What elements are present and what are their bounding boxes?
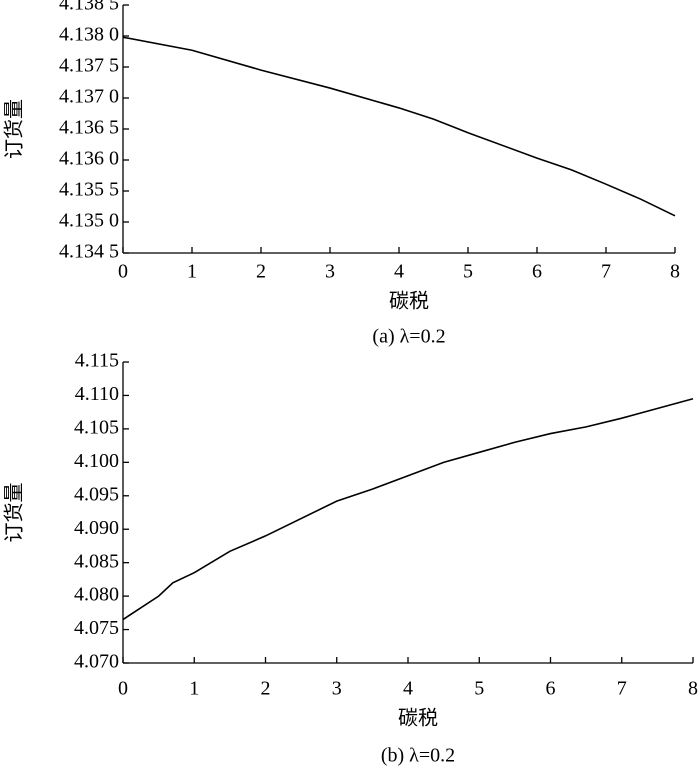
y-tick-label: 4.080 (74, 584, 119, 606)
y-tick-label: 4.085 (74, 550, 119, 572)
y-tick-label: 4.115 (75, 350, 119, 372)
x-tick-label: 3 (325, 261, 335, 283)
x-tick-label: 4 (403, 678, 413, 700)
y-tick-label: 4.138 0 (59, 24, 119, 46)
y-tick-label: 4.135 0 (59, 210, 119, 232)
data-line (122, 36, 676, 217)
x-axis-label: 碳税 (389, 290, 429, 313)
y-axis-label: 订货量 (3, 99, 26, 159)
caption: (b) λ=0.2 (381, 745, 455, 767)
x-tick-label: 4 (394, 261, 404, 283)
y-tick-label: 4.070 (74, 651, 119, 673)
x-tick-label: 0 (118, 678, 128, 700)
y-tick-label: 4.110 (75, 383, 119, 405)
y-tick-label: 4.136 0 (59, 148, 119, 170)
x-tick-label: 2 (261, 678, 271, 700)
x-tick-label: 7 (601, 261, 611, 283)
x-tick-label: 6 (532, 261, 542, 283)
y-tick-label: 4.075 (74, 617, 119, 639)
y-tick-label: 4.138 5 (59, 0, 119, 15)
x-tick-label: 8 (670, 261, 680, 283)
x-tick-label: 6 (546, 678, 556, 700)
x-tick-label: 0 (118, 261, 128, 283)
x-tick-label: 5 (463, 261, 473, 283)
x-tick-label: 7 (617, 678, 627, 700)
caption: (a) λ=0.2 (372, 326, 445, 348)
x-axis-label: 碳税 (398, 707, 438, 730)
y-tick-label: 4.100 (74, 450, 119, 472)
x-tick-label: 1 (187, 261, 197, 283)
y-tick-label: 4.137 5 (59, 55, 119, 77)
x-tick-label: 5 (474, 678, 484, 700)
y-tick-label: 4.136 5 (59, 117, 119, 139)
y-tick-label: 4.135 5 (59, 179, 119, 201)
y-tick-label: 4.134 5 (59, 241, 119, 263)
y-tick-label: 4.105 (74, 416, 119, 438)
x-tick-label: 8 (688, 678, 698, 700)
x-tick-label: 2 (256, 261, 266, 283)
x-tick-label: 3 (332, 678, 342, 700)
y-axis-label: 订货量 (3, 483, 26, 543)
y-tick-label: 4.137 0 (59, 86, 119, 108)
data-line (122, 398, 694, 621)
x-tick-label: 1 (189, 678, 199, 700)
y-tick-label: 4.095 (74, 483, 119, 505)
y-tick-label: 4.090 (74, 517, 119, 539)
